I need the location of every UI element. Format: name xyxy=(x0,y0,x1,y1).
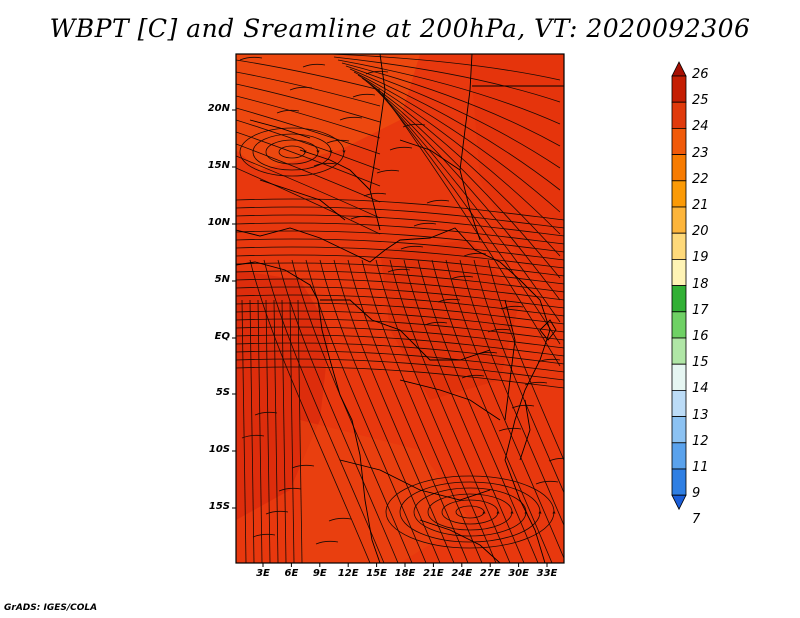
lat-label: 10S xyxy=(208,444,230,455)
colorbar-segment xyxy=(671,75,687,103)
lat-label: 15S xyxy=(208,501,230,512)
lat-label: 5N xyxy=(214,274,230,285)
colorbar-segment xyxy=(671,127,687,155)
colorbar-label: 11 xyxy=(692,460,709,475)
colorbar-segment xyxy=(671,206,687,234)
colorbar-label: 13 xyxy=(692,407,709,423)
tick-marks xyxy=(232,109,548,567)
lat-label: EQ xyxy=(214,331,230,342)
colorbar-label: 19 xyxy=(692,250,709,266)
lat-label: 20N xyxy=(207,103,230,114)
colorbar-segment xyxy=(671,389,687,417)
lon-label: 27E xyxy=(479,568,501,579)
colorbar-segment xyxy=(671,468,687,496)
colorbar-top-arrow xyxy=(671,61,687,77)
coastlines xyxy=(236,54,564,563)
lon-label: 33E xyxy=(536,568,558,579)
colorbar-label: 21 xyxy=(692,198,709,213)
lon-label: 24E xyxy=(451,568,473,579)
grads-credit: GrADS: IGES/COLA xyxy=(4,603,98,613)
colorbar-bottom-arrow xyxy=(671,494,687,511)
lat-label: 10N xyxy=(207,217,230,228)
colorbar-label: 26 xyxy=(692,67,709,82)
colorbar-segment xyxy=(671,258,687,286)
colorbar-label: 18 xyxy=(692,276,709,292)
colorbar-label: 12 xyxy=(692,433,709,449)
colorbar-segment xyxy=(671,337,687,365)
lon-label: 6E xyxy=(284,568,299,579)
colorbar-segment xyxy=(671,154,687,182)
streamlines xyxy=(236,54,564,563)
colorbar-label: 20 xyxy=(692,224,709,240)
lon-label: 9E xyxy=(312,568,327,579)
colorbar-label: 9 xyxy=(692,486,701,502)
lat-label: 15N xyxy=(207,160,230,171)
colorbar-segment xyxy=(671,285,687,313)
lon-label: 30E xyxy=(508,568,529,579)
map-title: WBPT [C] and Sreamline at 200hPa, VT: 20… xyxy=(49,14,751,43)
shade-patch-central xyxy=(380,240,520,400)
colorbar-label: 22 xyxy=(692,171,709,187)
lon-label: 3E xyxy=(256,568,270,579)
colorbar-label: 14 xyxy=(692,381,709,397)
colorbar-segment xyxy=(671,101,687,129)
colorbar-label: 17 xyxy=(692,302,709,318)
colorbar-segment xyxy=(671,442,687,470)
colorbar-label: 24 xyxy=(692,119,709,135)
lon-label: 12E xyxy=(337,568,359,579)
colorbar-label: 25 xyxy=(692,93,709,109)
colorbar-label: 23 xyxy=(692,145,709,161)
colorbar-segment xyxy=(671,180,687,208)
shade-patch-west xyxy=(236,270,330,520)
lon-label: 15E xyxy=(366,568,387,579)
colorbar-label: 16 xyxy=(692,329,709,344)
colorbar-segment xyxy=(671,363,687,391)
lat-label: 5S xyxy=(215,387,230,398)
colorbar-label: 7 xyxy=(692,512,701,528)
map-frame xyxy=(235,53,565,564)
colorbar-segment xyxy=(671,232,687,260)
lon-label: 18E xyxy=(394,568,416,579)
colorbar-segment xyxy=(671,311,687,339)
colorbar-segment xyxy=(671,416,687,444)
lon-label: 21E xyxy=(423,568,444,579)
colorbar-label: 15 xyxy=(692,355,709,371)
